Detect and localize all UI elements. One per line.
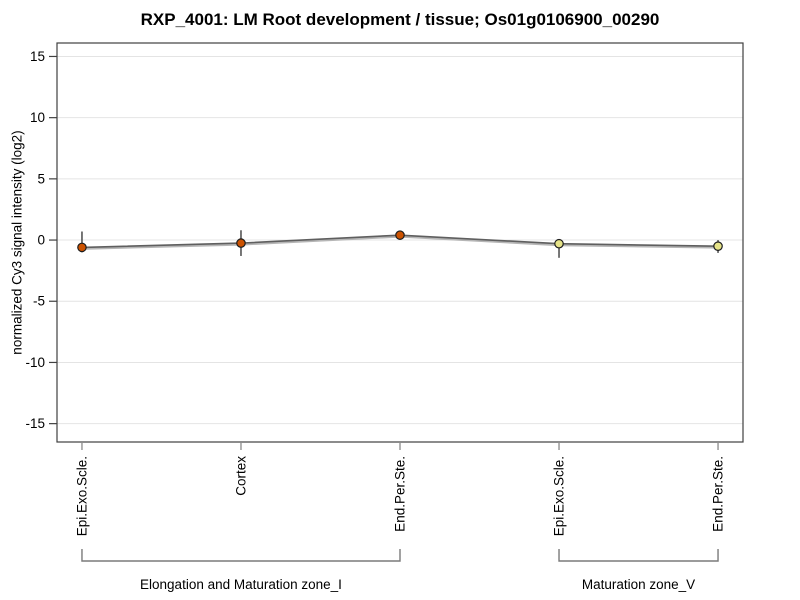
y-tick-label: -10 xyxy=(25,355,45,370)
x-category-label: Epi.Exo.Scle. xyxy=(74,456,89,536)
chart-title: RXP_4001: LM Root development / tissue; … xyxy=(140,10,660,29)
x-category-label: Cortex xyxy=(233,456,248,496)
data-point xyxy=(236,238,246,248)
group-label: Maturation zone_V xyxy=(582,577,695,592)
y-tick-label: -5 xyxy=(33,294,45,309)
y-tick-label: 0 xyxy=(37,233,45,248)
data-point xyxy=(713,241,723,251)
data-point xyxy=(77,242,87,253)
group-bracket xyxy=(81,549,401,562)
plot-border xyxy=(56,42,744,443)
y-tick-label: 10 xyxy=(30,110,45,125)
data-point xyxy=(554,238,564,249)
x-category-label: End.Per.Ste. xyxy=(393,456,408,532)
y-tick-label: -15 xyxy=(25,416,45,431)
group-bracket xyxy=(558,549,719,562)
x-category-label: End.Per.Ste. xyxy=(711,456,726,532)
y-tick-label: 5 xyxy=(37,171,45,186)
y-tick-label: 15 xyxy=(30,49,45,64)
x-category-label: Epi.Exo.Scle. xyxy=(552,456,567,536)
data-point xyxy=(395,230,405,240)
group-label: Elongation and Maturation zone_I xyxy=(140,577,342,592)
